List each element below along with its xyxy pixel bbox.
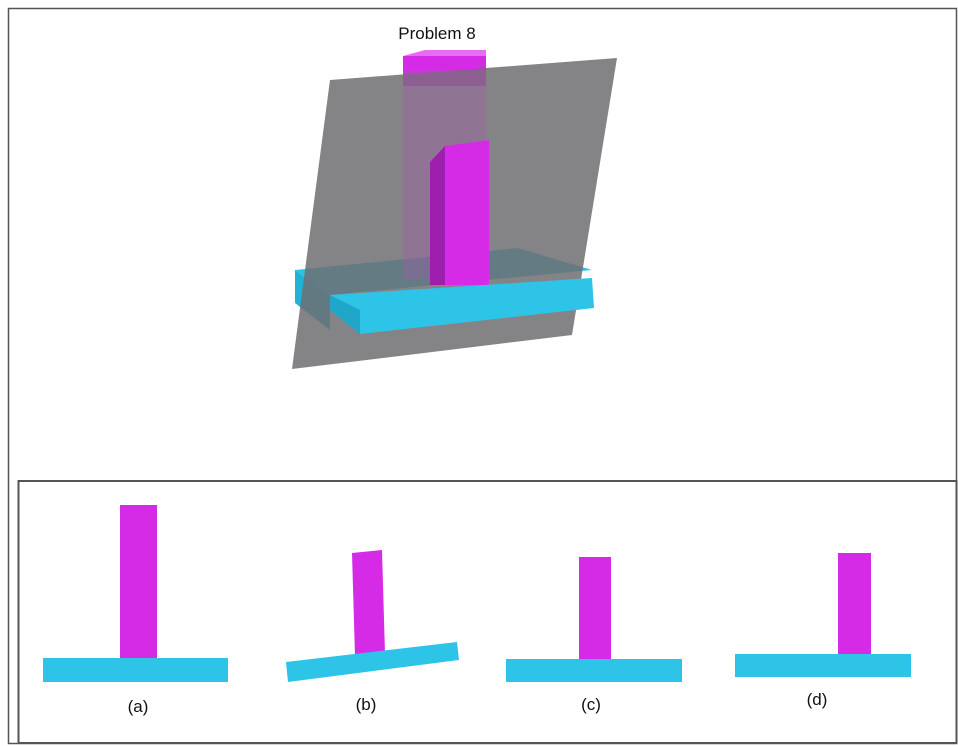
option-a-label: (a) — [128, 697, 149, 716]
option-d-pillar — [838, 553, 871, 656]
base-block-front — [330, 278, 594, 334]
option-d[interactable]: (d) — [735, 553, 911, 709]
option-c-base — [506, 659, 682, 682]
option-a-pillar — [120, 505, 157, 660]
options-panel — [17, 480, 958, 744]
option-b-pillar — [352, 550, 385, 656]
problem-title: Problem 8 — [398, 24, 475, 43]
pillar-front — [430, 140, 489, 285]
option-b-base — [286, 642, 459, 682]
option-c-label: (c) — [581, 695, 601, 714]
option-b[interactable]: (b) — [286, 550, 459, 714]
main-scene — [292, 50, 617, 369]
option-d-base — [735, 654, 911, 677]
option-c[interactable]: (c) — [506, 557, 682, 714]
option-a[interactable]: (a) — [43, 505, 228, 716]
option-d-label: (d) — [807, 690, 828, 709]
option-c-pillar — [579, 557, 611, 661]
option-b-label: (b) — [356, 695, 377, 714]
option-a-base — [43, 658, 228, 682]
